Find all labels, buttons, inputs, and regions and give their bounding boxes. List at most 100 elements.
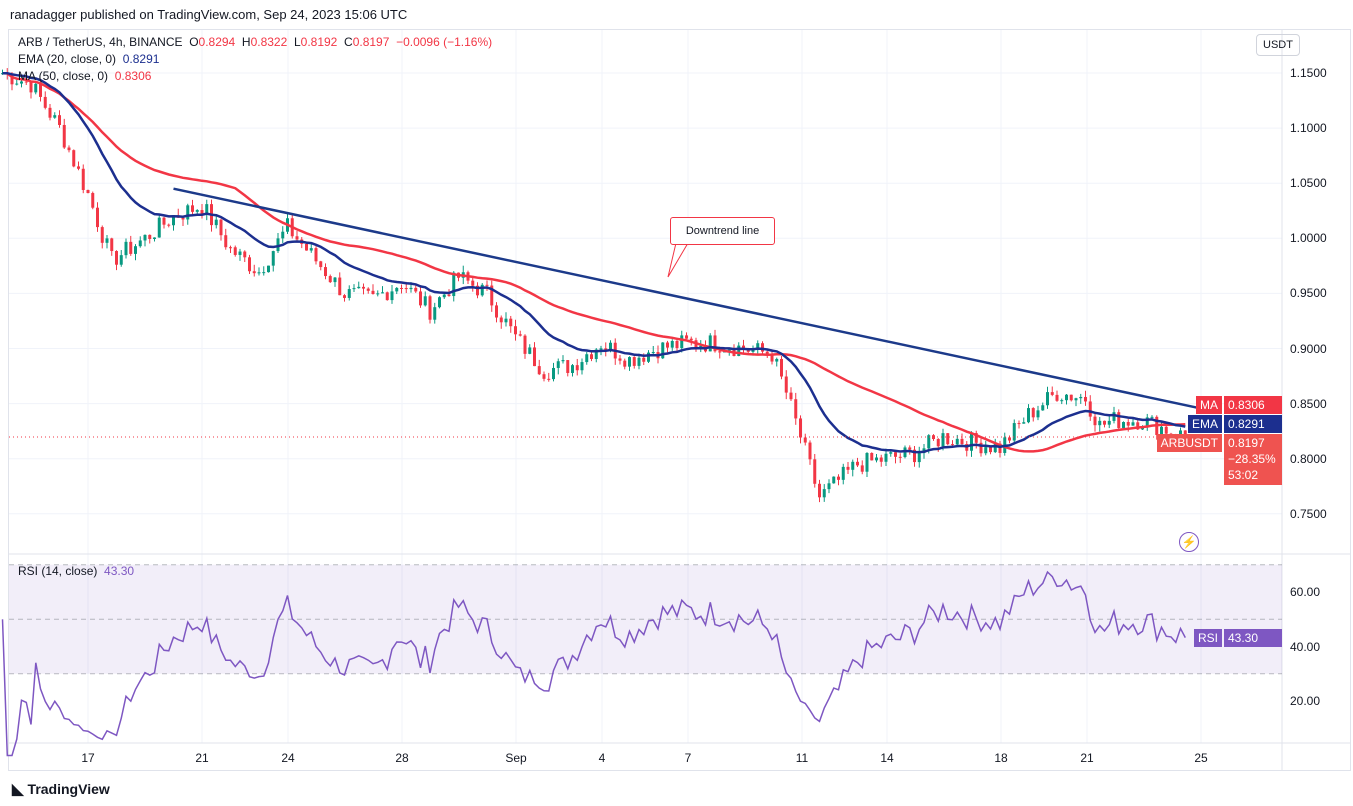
candle-body <box>347 289 351 298</box>
rsi-band <box>9 564 1282 674</box>
candle-body <box>1117 412 1121 428</box>
candle-body <box>1036 410 1040 418</box>
candle-body <box>1112 412 1116 421</box>
time-tick: Sep <box>505 751 527 765</box>
downtrend-callout[interactable]: Downtrend line <box>670 217 775 245</box>
lightning-icon[interactable]: ⚡ <box>1179 532 1199 552</box>
price-tick: 1.1500 <box>1290 66 1327 80</box>
candle-body <box>276 238 280 252</box>
candle-body <box>590 354 593 359</box>
candle-body <box>761 343 764 352</box>
candle-body <box>257 272 261 274</box>
candle-body <box>784 376 788 393</box>
candle-body <box>946 433 950 445</box>
candle-body <box>841 466 845 480</box>
candle-body <box>789 392 793 400</box>
candle-body <box>10 73 14 85</box>
symbol-legend: ARB / TetherUS, 4h, BINANCE O0.8294 H0.8… <box>18 35 492 50</box>
time-tick: 25 <box>1194 751 1208 765</box>
rsi-value-tag: 43.30 <box>1224 629 1282 647</box>
candle-body <box>414 287 418 292</box>
candle-body <box>865 452 869 472</box>
candle-body <box>1055 394 1059 401</box>
candle-body <box>29 82 33 93</box>
candle-body <box>385 292 389 301</box>
candle-body <box>1107 420 1111 425</box>
candle-body <box>818 483 821 498</box>
candle-body <box>1031 408 1035 418</box>
high-value: 0.8322 <box>250 35 288 49</box>
candle-body <box>404 288 408 290</box>
tradingview-logo[interactable]: ◣ TradingView <box>12 780 110 798</box>
ma-legend[interactable]: MA (50, close, 0) 0.8306 <box>18 69 151 84</box>
candle-body <box>775 358 779 362</box>
time-tick: 21 <box>195 751 209 765</box>
candle-body <box>1060 400 1064 402</box>
candle-body <box>537 366 541 375</box>
candle-body <box>267 265 270 273</box>
candle-body <box>989 447 992 453</box>
candle-body <box>960 438 964 445</box>
candle-body <box>110 238 114 252</box>
candle-body <box>542 374 546 379</box>
candle-body <box>48 107 52 118</box>
candle-body <box>727 349 731 352</box>
candle-body <box>319 261 323 268</box>
candle-body <box>666 342 669 348</box>
candle-body <box>913 449 916 463</box>
candle-body <box>528 347 532 354</box>
candle-body <box>471 280 475 286</box>
candle-body <box>594 349 598 359</box>
candle-body <box>780 358 783 377</box>
symbol-info: ARB / TetherUS, 4h, BINANCE <box>18 35 183 49</box>
last-price: 0.8197 <box>1228 436 1265 450</box>
downtrend-line <box>173 187 1210 412</box>
candle-body <box>86 189 90 194</box>
rsi-legend[interactable]: RSI (14, close) 43.30 <box>18 564 134 579</box>
chart-frame <box>8 29 1351 771</box>
candle-body <box>119 255 123 265</box>
candle-body <box>647 352 650 362</box>
candle-body <box>186 205 190 220</box>
candle-body <box>713 335 717 352</box>
candle-body <box>846 466 850 470</box>
candle-body <box>214 219 218 226</box>
candle-body <box>851 461 855 470</box>
rsi-tag: RSI <box>1193 629 1222 647</box>
time-tick: 14 <box>880 751 894 765</box>
candle-body <box>157 217 161 238</box>
candle-body <box>314 248 318 262</box>
candle-body <box>15 83 19 85</box>
ema-legend[interactable]: EMA (20, close, 0) 0.8291 <box>18 52 159 67</box>
candle-body <box>661 342 665 359</box>
candle-body <box>371 290 375 295</box>
candle-body <box>556 361 560 368</box>
candle-body <box>794 399 798 419</box>
candle-body <box>1131 422 1135 426</box>
last-price-tag: 0.8197 −28.35% 53:02 <box>1224 434 1282 485</box>
candle-body <box>514 326 517 335</box>
candle-body <box>115 251 118 265</box>
candle-body <box>642 357 646 362</box>
candle-body <box>172 215 175 226</box>
candle-body <box>765 351 769 355</box>
candle-body <box>305 243 308 251</box>
currency-button[interactable]: USDT <box>1256 34 1300 56</box>
brand-name: TradingView <box>27 781 110 797</box>
candle-body <box>689 338 693 341</box>
candle-body <box>1164 426 1168 434</box>
rsi-tick: 40.00 <box>1290 639 1321 654</box>
candle-body <box>1050 392 1054 395</box>
candle-body <box>376 293 380 295</box>
time-tick: 4 <box>598 751 606 765</box>
price-tick: 0.8500 <box>1290 396 1327 411</box>
candle-body <box>951 444 954 446</box>
candle-body <box>252 271 256 274</box>
candle-body <box>67 147 71 151</box>
candle-body <box>827 483 831 490</box>
candle-body <box>898 456 902 458</box>
candle-body <box>1098 420 1102 426</box>
candle-body <box>153 237 156 239</box>
candle-body <box>675 341 679 349</box>
